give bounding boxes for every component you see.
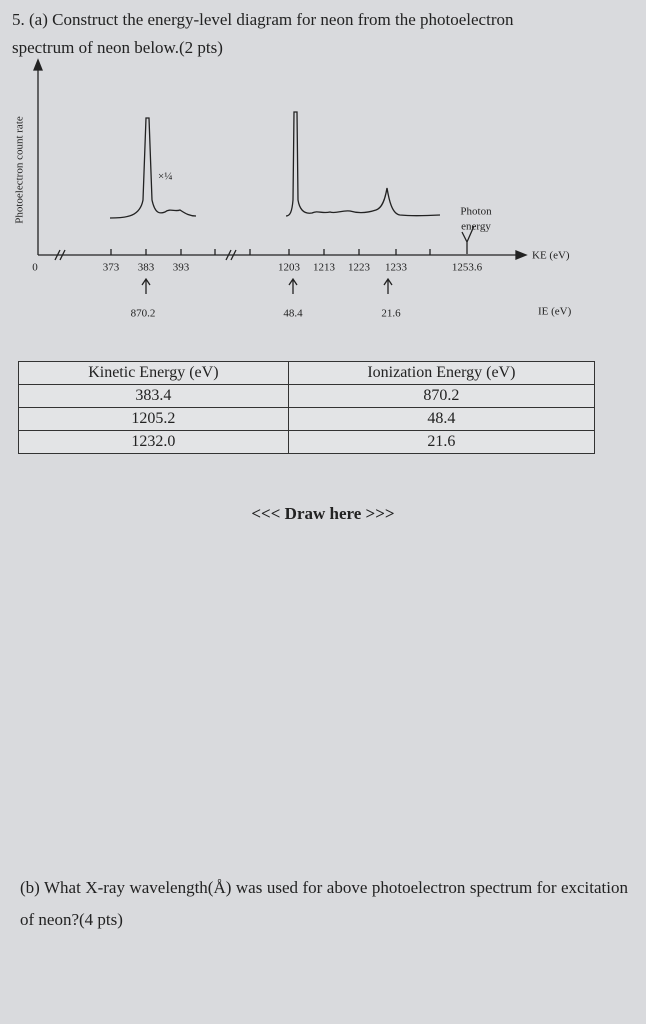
ie-axis-label: IE (eV) (538, 306, 572, 318)
x-arrow (515, 250, 528, 260)
table-cell: 1205.2 (18, 407, 289, 431)
question-a: 5. (a) Construct the energy-level diagra… (12, 10, 514, 57)
ie-value: 21.6 (381, 308, 401, 320)
ke-ticks (110, 249, 431, 255)
ke-tick-label: 1223 (348, 262, 371, 274)
scale-note: ×¼ (158, 171, 172, 183)
ke-tick-label: 1233 (385, 262, 408, 274)
energy-table: Kinetic Energy (eV) Ionization Energy (eV… (18, 361, 596, 454)
ke-tick-label: 393 (173, 262, 190, 274)
ie-value: 48.4 (283, 308, 303, 320)
ke-tick-label: 383 (138, 262, 155, 274)
ke-tick-label: 1203 (278, 262, 301, 274)
table-cell: 1232.0 (18, 430, 289, 454)
table-cell: 383.4 (18, 384, 289, 408)
ke-tick-label: 373 (103, 262, 120, 274)
photon-value: 1253.6 (452, 262, 483, 274)
photon-arrow (461, 225, 475, 254)
photon-label: energy (461, 221, 491, 233)
table-header: Kinetic Energy (eV) (18, 361, 289, 385)
peak-1s (109, 117, 197, 219)
question-b: (b) What X-ray wavelength(Å) was used fo… (20, 878, 628, 929)
axis-break (54, 249, 237, 261)
table-header: Ionization Energy (eV) (287, 361, 596, 385)
peak-2s-2p (285, 111, 441, 217)
table-cell: 21.6 (287, 430, 596, 454)
photon-label: Photon (460, 206, 492, 218)
y-axis-label: Photoelectron count rate (14, 116, 26, 224)
ke-tick-label: 1213 (313, 262, 336, 274)
y-arrow (33, 58, 43, 71)
draw-here: <<< Draw here >>> (251, 504, 395, 523)
origin: 0 (32, 262, 38, 274)
table-cell: 870.2 (287, 384, 596, 408)
table-cell: 48.4 (287, 407, 596, 431)
x-axis-label: KE (eV) (532, 250, 570, 262)
ie-arrows (141, 277, 393, 294)
spectrum: Photoelectron count rate 0 373 383 393 1… (14, 58, 572, 320)
ie-value: 870.2 (131, 308, 156, 320)
